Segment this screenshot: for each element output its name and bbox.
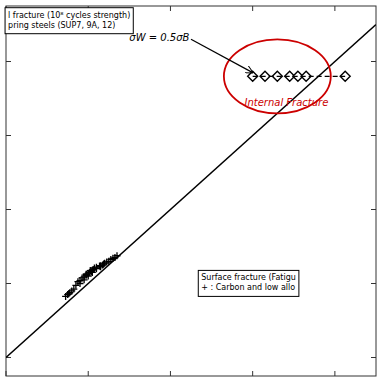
highlight-ellipse — [224, 39, 331, 113]
x-tick-top — [334, 6, 335, 11]
text-box-line: Surface fracture (Fatigu — [201, 273, 296, 282]
text-box: l fracture (10⁸ cycles strength)pring st… — [5, 8, 133, 34]
text-box-frame — [5, 8, 133, 34]
x-tick — [88, 371, 89, 376]
text-box-line: l fracture (10⁸ cycles strength) — [8, 11, 130, 20]
cross-point — [90, 266, 97, 273]
y-tick-right — [371, 357, 376, 358]
chart: σW = 0.5σB Internal Fracture l fracture (1… — [0, 0, 382, 382]
text-box: Surface fracture (Fatigu+ : Carbon and l… — [198, 270, 299, 296]
cross-point — [111, 254, 118, 261]
annotation-text: σW = 0.5σB — [129, 32, 189, 43]
x-tick — [252, 371, 253, 376]
x-tick-top — [252, 6, 253, 11]
y-tick-right — [371, 283, 376, 284]
cross-point — [100, 260, 107, 267]
annotation-text: Internal Fracture — [244, 97, 328, 108]
ticks — [6, 6, 376, 376]
y-tick — [6, 61, 11, 62]
y-tick — [6, 135, 11, 136]
cross-point — [70, 286, 77, 293]
cross-point — [65, 290, 72, 297]
y-tick — [6, 209, 11, 210]
annotation-arrow — [191, 39, 253, 72]
x-tick — [6, 371, 7, 376]
cross-point — [83, 271, 90, 278]
text-box-line: + : Carbon and low allo — [201, 283, 295, 292]
cross-point — [77, 277, 84, 284]
reference-line — [6, 25, 376, 358]
cross-point — [66, 289, 73, 296]
x-tick-top — [170, 6, 171, 11]
x-tick — [170, 371, 171, 376]
plot-data — [6, 25, 376, 358]
text-box-line: pring steels (SUP7, 9A, 12) — [8, 21, 115, 30]
y-tick-right — [371, 135, 376, 136]
y-tick — [6, 283, 11, 284]
annotations: σW = 0.5σB Internal Fracture l fracture (1… — [5, 8, 328, 297]
y-tick-right — [371, 209, 376, 210]
x-tick — [334, 371, 335, 376]
y-tick-right — [371, 61, 376, 62]
plot-frame — [6, 6, 376, 376]
text-box-frame — [198, 270, 299, 296]
